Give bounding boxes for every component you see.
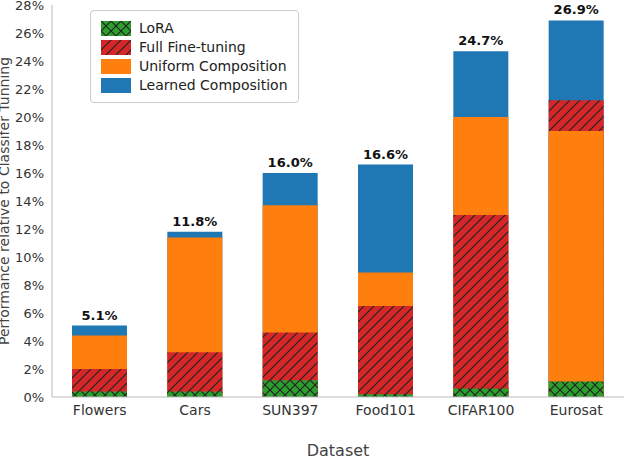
svg-text:16.6%: 16.6% <box>363 147 408 162</box>
svg-text:10%: 10% <box>15 250 44 265</box>
svg-text:22%: 22% <box>15 82 44 97</box>
svg-text:26.9%: 26.9% <box>554 2 599 17</box>
svg-text:Flowers: Flowers <box>73 402 127 418</box>
svg-text:2%: 2% <box>23 362 44 377</box>
svg-text:26%: 26% <box>15 26 44 41</box>
svg-text:18%: 18% <box>15 138 44 153</box>
svg-text:24.7%: 24.7% <box>458 33 503 48</box>
svg-text:16%: 16% <box>15 166 44 181</box>
svg-text:12%: 12% <box>15 222 44 237</box>
svg-text:20%: 20% <box>15 110 44 125</box>
svg-text:4%: 4% <box>23 334 44 349</box>
svg-text:11.8%: 11.8% <box>172 214 217 229</box>
svg-text:5.1%: 5.1% <box>81 308 117 323</box>
svg-text:Cars: Cars <box>179 402 210 418</box>
svg-text:16.0%: 16.0% <box>268 155 313 170</box>
svg-text:0%: 0% <box>23 390 44 405</box>
svg-text:6%: 6% <box>23 306 44 321</box>
svg-text:Dataset: Dataset <box>307 441 370 460</box>
svg-text:Food101: Food101 <box>356 402 416 418</box>
svg-text:Performance relative to Classi: Performance relative to Classifer Tunnin… <box>8 57 12 345</box>
svg-text:24%: 24% <box>15 54 44 69</box>
svg-text:Eurosat: Eurosat <box>550 402 604 418</box>
html-text:Uniform Composition: Uniform Composition <box>139 58 287 74</box>
svg-text:SUN397: SUN397 <box>262 402 318 418</box>
html-text:Full Fine-tuning: Full Fine-tuning <box>139 39 246 55</box>
html-text:Learned Composition: Learned Composition <box>139 77 288 93</box>
html-text:LoRA: LoRA <box>139 20 174 36</box>
svg-text:CIFAR100: CIFAR100 <box>448 402 515 418</box>
svg-text:14%: 14% <box>15 194 44 209</box>
svg-text:8%: 8% <box>23 278 44 293</box>
svg-text:28%: 28% <box>15 0 44 13</box>
